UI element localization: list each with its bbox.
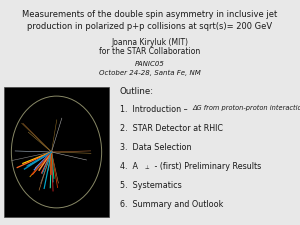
Text: 5.  Systematics: 5. Systematics: [120, 181, 182, 190]
Text: ⊥: ⊥: [145, 165, 150, 170]
Text: Measurements of the double spin asymmetry in inclusive jet: Measurements of the double spin asymmetr…: [22, 10, 278, 19]
Text: 3.  Data Selection: 3. Data Selection: [120, 143, 191, 152]
Bar: [4, 87, 109, 217]
Text: ΔG from proton-proton interactions: ΔG from proton-proton interactions: [192, 105, 300, 111]
Text: Outline:: Outline:: [120, 87, 154, 96]
Text: 4.  A: 4. A: [120, 162, 138, 171]
Text: Joanna Kiryluk (MIT): Joanna Kiryluk (MIT): [112, 38, 188, 47]
Text: 6.  Summary and Outlook: 6. Summary and Outlook: [120, 200, 224, 209]
Text: PANIC05: PANIC05: [135, 61, 165, 67]
Text: production in polarized p+p collisions at sqrt(s)= 200 GeV: production in polarized p+p collisions a…: [27, 22, 273, 31]
Text: October 24-28, Santa Fe, NM: October 24-28, Santa Fe, NM: [99, 70, 201, 76]
Text: 2.  STAR Detector at RHIC: 2. STAR Detector at RHIC: [120, 124, 223, 133]
Text: for the STAR Collaboration: for the STAR Collaboration: [99, 47, 201, 56]
Text: 1.  Introduction –: 1. Introduction –: [120, 105, 190, 114]
Text: - (first) Preliminary Results: - (first) Preliminary Results: [152, 162, 261, 171]
